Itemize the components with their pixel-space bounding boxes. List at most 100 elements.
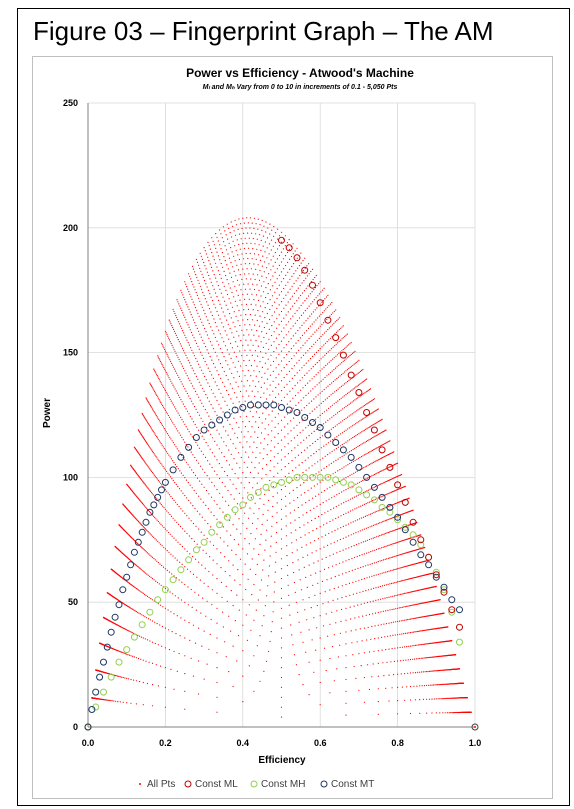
data-point-all [289,308,292,310]
data-point-all [294,457,296,459]
data-point-all [144,461,146,463]
data-point-all [289,298,291,300]
data-point-all [376,523,378,525]
data-point-all [340,527,342,529]
data-point-all [355,580,357,582]
data-point-all [254,350,256,352]
data-point-all [326,579,328,581]
data-point-all [175,390,177,392]
data-point-all [184,530,186,532]
data-point-all [331,404,333,406]
data-point-all [398,567,400,569]
data-point-all [163,507,165,509]
data-point-all [141,479,143,481]
data-point-all [222,411,224,413]
data-point-all [265,352,267,354]
data-point-all [307,327,310,329]
data-point-all [230,261,232,264]
data-point-all [259,361,261,363]
data-point-all [142,414,144,416]
data-point-all [291,460,293,462]
data-point-all [257,599,259,601]
data-point-all [427,670,429,673]
data-point-all [277,403,280,405]
data-point-all [147,466,149,468]
data-point-all [228,242,230,244]
data-point-all [173,368,176,370]
data-point-all [393,660,395,663]
data-point-all [149,468,151,470]
data-point-all [238,518,240,520]
data-point-all [223,541,225,543]
data-point-all [316,483,318,485]
data-point-all [418,630,420,632]
data-point-all [163,526,165,529]
grid-lines [87,102,476,728]
data-point-all [401,566,403,568]
data-point-all [350,534,352,536]
data-point-all [211,604,213,606]
data-point-all [442,698,444,700]
data-point-all [200,384,202,386]
data-point-all [234,620,236,622]
data-point-all [210,511,212,513]
data-point-all [388,479,391,481]
data-point-all [371,575,373,577]
data-point-all [366,490,368,492]
data-point-all [347,440,349,442]
data-point-all [294,322,296,324]
data-point-all [406,578,408,581]
data-point-all [164,568,166,570]
data-point-all [416,590,418,592]
data-point-all [232,402,234,404]
data-point-all [226,530,228,532]
data-point-all [162,385,164,387]
data-point-all [361,640,363,642]
data-point-all [142,592,144,595]
data-point-all [255,233,257,235]
data-point-all [286,564,288,567]
data-point-all [261,478,263,480]
data-point-all [309,542,312,544]
data-point-all [210,526,212,528]
data-point-all [269,394,271,396]
data-point-all [431,670,433,672]
data-point-all [224,400,226,402]
data-point-all [262,458,264,460]
data-point-all [301,324,303,326]
data-point-all [336,412,339,414]
data-point-all [186,303,188,305]
data-point-all [258,335,260,337]
data-point-all [340,515,342,517]
data-point-all [372,398,374,401]
data-point-all [172,555,174,557]
data-point-all [312,333,314,335]
data-point-all [325,364,327,367]
data-point-all [243,461,245,463]
data-point-all [216,296,218,298]
data-point-all [285,515,287,517]
data-point-all [261,523,263,525]
data-point-all [276,502,278,504]
data-point-all [367,402,369,404]
data-point-all [130,655,132,657]
data-point-all [163,447,165,449]
data-point-all [361,554,363,556]
data-point-all [184,637,186,639]
data-point-all [386,532,388,534]
data-point-all [247,319,249,321]
data-point-all [232,645,234,647]
data-point-all [419,603,421,605]
data-point-all [219,477,221,480]
data-point-all [347,464,349,466]
data-point-all [162,446,164,448]
data-point-all [305,437,308,439]
data-point-all [328,395,330,398]
data-point-all [398,528,400,530]
data-point-all [321,491,323,493]
data-point-all [393,529,395,531]
data-point-all [142,570,144,572]
data-point-all [345,583,347,586]
data-point-all [374,423,376,425]
data-point-all [286,393,288,395]
